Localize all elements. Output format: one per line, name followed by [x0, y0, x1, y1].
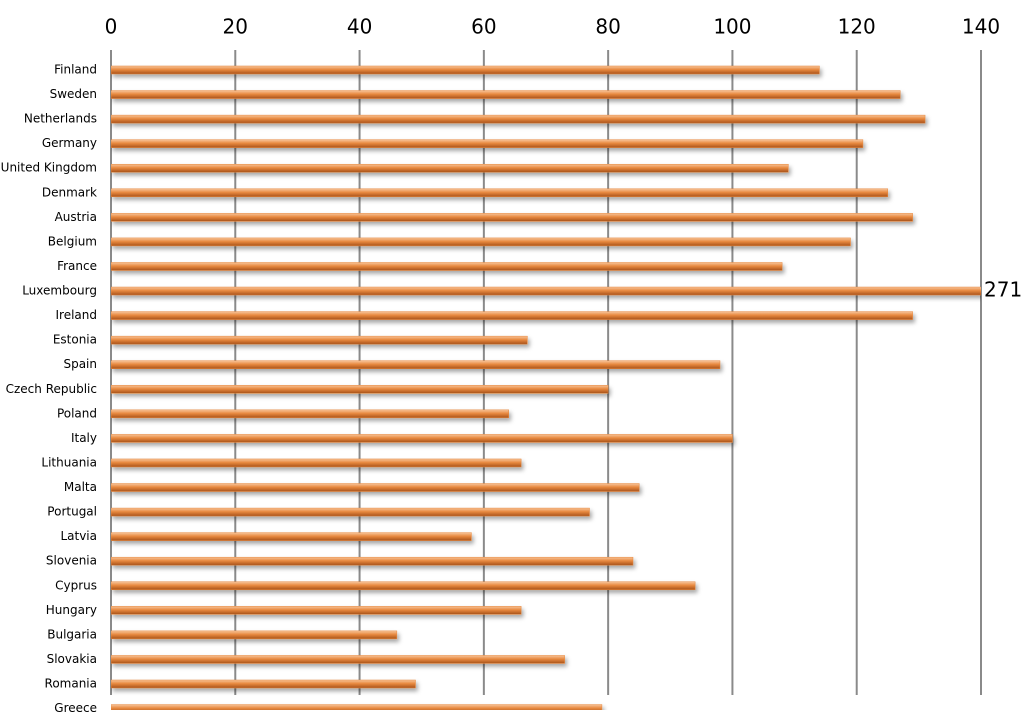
bar [111, 606, 522, 615]
x-tick-label: 140 [962, 15, 1000, 39]
bar [111, 163, 789, 173]
x-tick-label: 0 [105, 15, 118, 39]
y-tick-label: Poland [57, 406, 97, 420]
y-tick-label: Portugal [47, 505, 97, 519]
y-tick-label: Germany [42, 136, 97, 150]
bar [111, 90, 901, 99]
bar [111, 434, 733, 443]
bar [111, 483, 640, 492]
bar [111, 458, 522, 468]
bar [111, 630, 398, 640]
x-tick-label: 40 [347, 15, 372, 39]
bar [111, 188, 889, 198]
bar [111, 286, 981, 296]
x-tick-label: 100 [713, 15, 751, 39]
bar [111, 335, 528, 345]
bar [111, 311, 913, 320]
bar [111, 114, 926, 124]
bar [111, 360, 721, 369]
y-tick-label: Bulgaria [47, 627, 97, 641]
y-tick-label: Slovenia [46, 554, 97, 568]
y-tick-label: Sweden [50, 87, 97, 101]
bar [111, 409, 509, 419]
bar [111, 385, 609, 394]
bar [111, 655, 565, 664]
y-tick-label: Netherlands [24, 112, 97, 126]
y-tick-label: France [57, 259, 97, 273]
y-tick-label: Slovakia [47, 652, 97, 666]
data-label: 271 [984, 278, 1022, 302]
bar [111, 532, 472, 541]
y-tick-label: Ireland [55, 308, 97, 322]
bar [111, 581, 696, 591]
x-tick-label: 20 [223, 15, 248, 39]
bar [111, 507, 590, 517]
y-tick-label: Italy [71, 431, 97, 445]
y-tick-label: Denmark [42, 185, 97, 199]
bar [111, 65, 820, 75]
y-tick-label: Czech Republic [6, 382, 97, 396]
y-tick-label: Lithuania [41, 455, 97, 469]
y-tick-label: Malta [64, 480, 97, 494]
y-tick-label: Luxembourg [22, 284, 97, 298]
y-tick-label: Greece [54, 701, 97, 713]
y-tick-label: Latvia [60, 529, 97, 543]
y-tick-label: United Kingdom [1, 161, 97, 175]
y-tick-label: Estonia [53, 333, 97, 347]
bar [111, 139, 864, 148]
y-tick-label: Hungary [46, 603, 97, 617]
bars [111, 65, 981, 710]
bar [111, 237, 851, 247]
x-tick-label: 120 [838, 15, 876, 39]
bar [111, 213, 913, 222]
bar [111, 704, 603, 710]
y-tick-label: Spain [63, 357, 97, 371]
y-tick-label: Austria [55, 210, 97, 224]
bar [111, 556, 634, 566]
x-tick-label: 60 [471, 15, 496, 39]
bar [111, 262, 783, 271]
x-tick-label: 80 [595, 15, 620, 39]
y-tick-label: Finland [54, 63, 97, 77]
y-tick-label: Belgium [48, 234, 97, 248]
bar [111, 679, 416, 689]
y-tick-label: Cyprus [55, 578, 97, 592]
y-tick-label: Romania [45, 677, 97, 691]
